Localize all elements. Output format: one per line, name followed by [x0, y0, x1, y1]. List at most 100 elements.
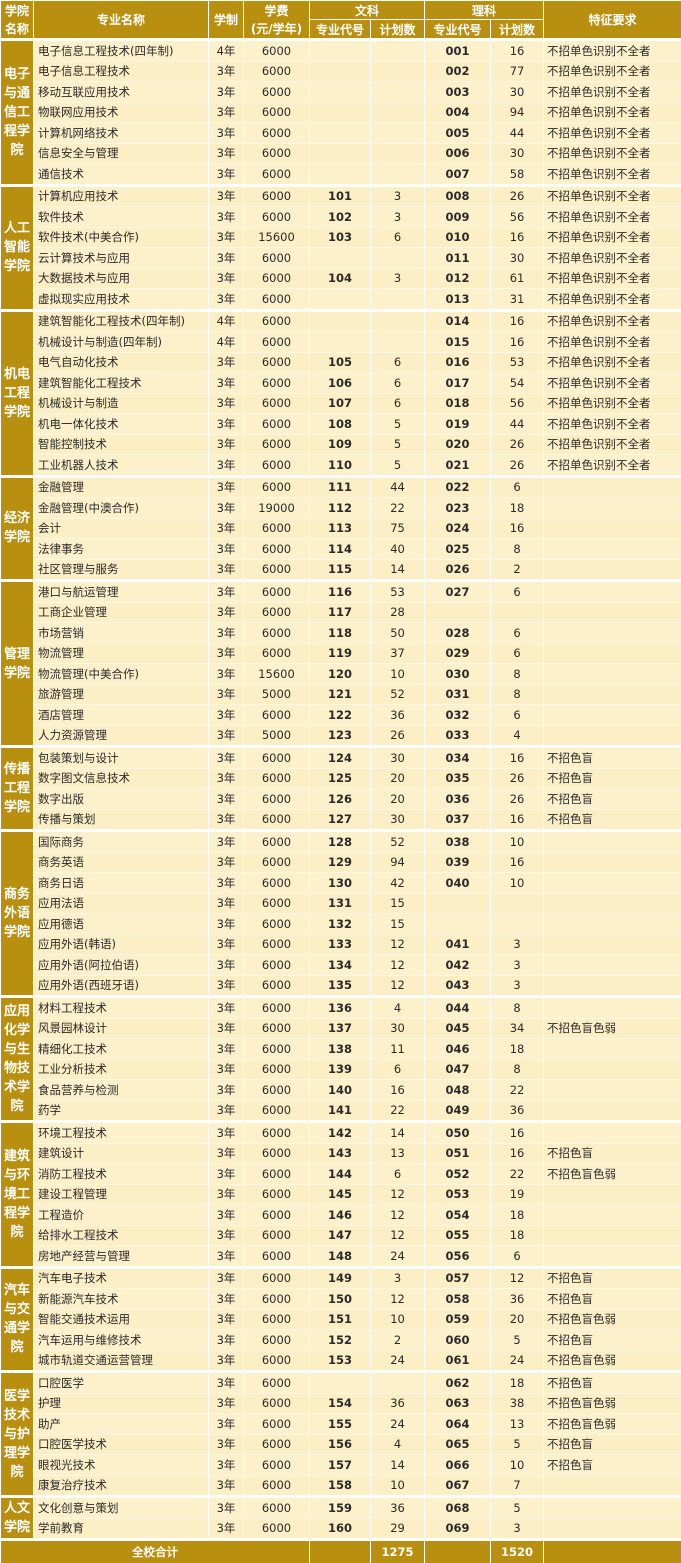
- major-name: 工程造价: [34, 1205, 209, 1226]
- requirement: [544, 1518, 681, 1540]
- fee: 6000: [244, 768, 310, 789]
- requirement: [544, 934, 681, 955]
- years: 3年: [209, 789, 244, 810]
- requirement: 不招色盲色弱: [544, 1393, 681, 1414]
- li-plan: 24: [491, 1350, 544, 1372]
- fee: 6000: [244, 352, 310, 373]
- requirement: 不招单色识别不全者: [544, 310, 681, 332]
- major-name: 会计: [34, 518, 209, 539]
- fee: 6000: [244, 143, 310, 164]
- li-plan: 30: [491, 248, 544, 269]
- fee: 6000: [244, 1100, 310, 1122]
- requirement: [544, 1080, 681, 1101]
- wen-plan: 22: [371, 498, 425, 519]
- requirement: 不招单色识别不全者: [544, 82, 681, 103]
- li-plan: 4: [491, 725, 544, 747]
- li-code: 069: [425, 1518, 491, 1540]
- fee: 6000: [244, 1393, 310, 1414]
- li-code: 043: [425, 975, 491, 997]
- li-code: 061: [425, 1350, 491, 1372]
- requirement: [544, 602, 681, 623]
- fee: 6000: [244, 934, 310, 955]
- wen-code: 123: [310, 725, 371, 747]
- fee: 6000: [244, 185, 310, 207]
- li-code: 024: [425, 518, 491, 539]
- requirement: [544, 518, 681, 539]
- li-code: 028: [425, 623, 491, 644]
- fee: 5000: [244, 684, 310, 705]
- requirement: 不招单色识别不全者: [544, 434, 681, 455]
- fee: 6000: [244, 1350, 310, 1372]
- major-name: 消防工程技术: [34, 1164, 209, 1185]
- li-plan: 77: [491, 61, 544, 82]
- years: 3年: [209, 1455, 244, 1476]
- wen-plan: 6: [371, 1059, 425, 1080]
- major-name: 虚拟现实应用技术: [34, 289, 209, 311]
- fee: 6000: [244, 1205, 310, 1226]
- years: 3年: [209, 1143, 244, 1164]
- wen-code: 130: [310, 873, 371, 894]
- li-plan: 30: [491, 143, 544, 164]
- wen-plan: 52: [371, 831, 425, 853]
- major-name: 智能控制技术: [34, 434, 209, 455]
- years: 3年: [209, 768, 244, 789]
- years: 3年: [209, 1080, 244, 1101]
- total-li-plan: 1520: [491, 1540, 544, 1563]
- wen-plan: 12: [371, 1289, 425, 1310]
- total-empty: [425, 1540, 491, 1563]
- li-plan: 16: [491, 747, 544, 769]
- li-plan: 16: [491, 852, 544, 873]
- fee: 6000: [244, 955, 310, 976]
- years: 3年: [209, 1100, 244, 1122]
- wen-plan: 12: [371, 955, 425, 976]
- college-name: 管理学院: [1, 581, 34, 747]
- li-code: 030: [425, 664, 491, 685]
- major-name: 建筑设计: [34, 1143, 209, 1164]
- wen-plan: 3: [371, 1267, 425, 1289]
- years: 3年: [209, 1497, 244, 1519]
- fee: 6000: [244, 747, 310, 769]
- li-code: 027: [425, 581, 491, 603]
- major-name: 食品营养与检测: [34, 1080, 209, 1101]
- wen-code: 122: [310, 705, 371, 726]
- major-name: 口腔医学技术: [34, 1434, 209, 1455]
- fee: 6000: [244, 1059, 310, 1080]
- wen-plan: 6: [371, 227, 425, 248]
- years: 3年: [209, 1184, 244, 1205]
- fee: 6000: [244, 1434, 310, 1455]
- major-name: 机械设计与制造: [34, 393, 209, 414]
- li-plan: 6: [491, 1246, 544, 1268]
- wen-plan: 12: [371, 1205, 425, 1226]
- li-plan: 94: [491, 102, 544, 123]
- wen-plan: 14: [371, 1455, 425, 1476]
- college-name: 经济学院: [1, 476, 34, 581]
- li-code: 009: [425, 207, 491, 228]
- li-plan: 38: [491, 1393, 544, 1414]
- total-empty: [544, 1540, 681, 1563]
- wen-plan: 15: [371, 893, 425, 914]
- li-code: 066: [425, 1455, 491, 1476]
- li-code: 022: [425, 476, 491, 498]
- wen-code: 108: [310, 414, 371, 435]
- major-name: 文化创意与策划: [34, 1497, 209, 1519]
- li-plan: 19: [491, 1184, 544, 1205]
- wen-code: 146: [310, 1205, 371, 1226]
- requirement: 不招色盲色弱: [544, 1309, 681, 1330]
- years: 3年: [209, 623, 244, 644]
- requirement: 不招单色识别不全者: [544, 352, 681, 373]
- wen-code: [310, 143, 371, 164]
- li-code: 016: [425, 352, 491, 373]
- requirement: 不招单色识别不全者: [544, 164, 681, 186]
- li-code: 017: [425, 373, 491, 394]
- wen-plan: 26: [371, 725, 425, 747]
